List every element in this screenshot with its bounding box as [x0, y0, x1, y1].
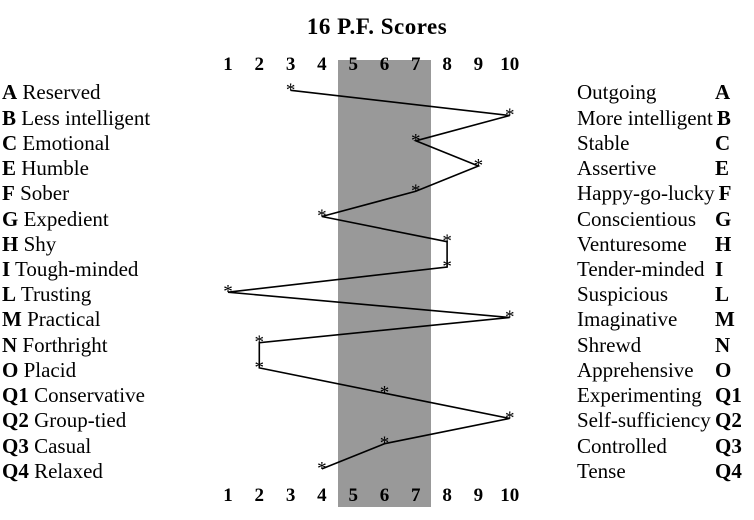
svg-text:*: * [505, 408, 515, 429]
svg-text:*: * [380, 383, 390, 404]
svg-text:*: * [380, 433, 390, 454]
svg-text:*: * [411, 181, 421, 202]
svg-text:*: * [442, 231, 452, 252]
svg-text:*: * [411, 130, 421, 151]
svg-text:*: * [223, 282, 233, 303]
svg-text:*: * [474, 156, 484, 177]
svg-text:*: * [286, 80, 296, 101]
svg-text:*: * [317, 206, 327, 227]
svg-text:*: * [505, 105, 515, 126]
svg-text:*: * [255, 332, 265, 353]
svg-text:*: * [505, 307, 515, 328]
svg-text:*: * [317, 458, 327, 479]
svg-text:*: * [442, 256, 452, 277]
svg-text:*: * [255, 357, 265, 378]
